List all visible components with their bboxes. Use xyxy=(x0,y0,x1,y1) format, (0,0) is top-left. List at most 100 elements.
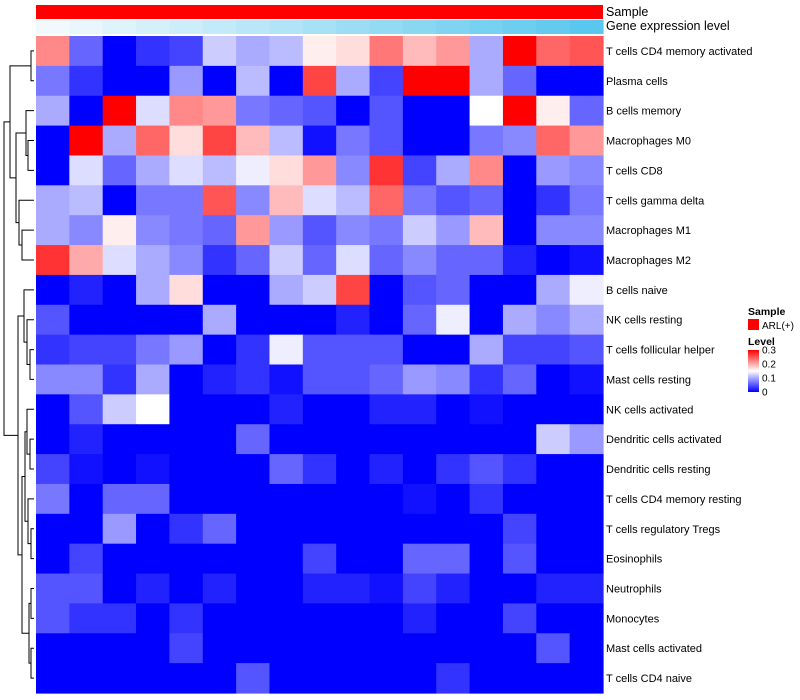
heatmap-cell xyxy=(369,454,404,485)
heatmap-cell xyxy=(269,155,304,186)
heatmap-cell xyxy=(69,125,104,157)
heatmap-cell xyxy=(136,274,171,306)
heatmap-cell xyxy=(502,185,537,216)
heatmap-cell xyxy=(502,125,537,157)
heatmap-cell xyxy=(36,125,70,157)
heatmap-cell xyxy=(102,364,137,395)
heatmap-cell xyxy=(302,543,337,575)
heatmap-cell xyxy=(369,424,404,455)
heatmap-cell xyxy=(102,454,137,485)
heatmap-cell xyxy=(136,394,171,425)
heatmap-cell xyxy=(136,513,171,545)
heatmap-cell xyxy=(236,633,271,664)
heatmap-cell xyxy=(336,155,371,186)
heatmap-cell xyxy=(102,513,137,545)
gene-expression-segment xyxy=(569,20,604,34)
heatmap-cell xyxy=(202,185,237,216)
heatmap-cell xyxy=(236,95,271,127)
heatmap-cell xyxy=(436,364,471,395)
heatmap-cell xyxy=(302,454,337,485)
heatmap-cell xyxy=(436,454,471,485)
heatmap-cell xyxy=(336,663,371,694)
heatmap-cell xyxy=(402,394,437,425)
heatmap-cell xyxy=(536,334,571,366)
heatmap-cell xyxy=(569,573,604,605)
heatmap-cell xyxy=(169,65,204,97)
heatmap-cell xyxy=(36,603,70,634)
heatmap-cell xyxy=(502,454,537,485)
gene-expression-segment xyxy=(502,20,537,34)
heatmap-cell xyxy=(336,125,371,157)
heatmap-cell xyxy=(136,245,171,276)
heatmap-cell xyxy=(469,364,504,395)
heatmap-cell xyxy=(136,663,171,694)
heatmap-cell xyxy=(402,633,437,664)
heatmap-cell xyxy=(36,95,70,127)
heatmap-cell xyxy=(436,36,471,67)
heatmap-cell xyxy=(102,394,137,425)
legend-sample-entry: ARL(+) xyxy=(762,321,794,332)
heatmap-cell xyxy=(536,513,571,545)
heatmap-cell xyxy=(402,95,437,127)
row-label: Mast cells resting xyxy=(606,374,691,386)
heatmap-cell xyxy=(469,304,504,336)
row-label: T cells CD8 xyxy=(606,165,663,177)
gene-expression-segment xyxy=(536,20,571,34)
heatmap-cell xyxy=(336,215,371,246)
heatmap-cell xyxy=(102,36,137,67)
heatmap-cell xyxy=(69,245,104,276)
heatmap-cell xyxy=(202,125,237,157)
heatmap-cell xyxy=(402,185,437,216)
heatmap-cell xyxy=(469,125,504,157)
heatmap-cell xyxy=(236,125,271,157)
row-label: T cells gamma delta xyxy=(606,195,705,207)
heatmap-cell xyxy=(269,95,304,127)
heatmap-cell xyxy=(302,274,337,306)
gene-expression-segment xyxy=(136,20,171,34)
heatmap-cell xyxy=(236,483,271,515)
heatmap-cell xyxy=(269,483,304,515)
heatmap-cell xyxy=(269,215,304,246)
heatmap-cell xyxy=(169,185,204,216)
heatmap-cell xyxy=(436,424,471,455)
heatmap-cell xyxy=(202,394,237,425)
sample-annotation-label: Sample xyxy=(606,5,648,19)
heatmap-cell xyxy=(502,274,537,306)
heatmap-cell xyxy=(336,36,371,67)
heatmap-cell xyxy=(436,215,471,246)
heatmap-cell xyxy=(136,65,171,97)
heatmap-cell xyxy=(169,603,204,634)
heatmap-cell xyxy=(302,573,337,605)
heatmap-cell xyxy=(536,125,571,157)
heatmap-cell xyxy=(236,304,271,336)
heatmap-cell xyxy=(469,663,504,694)
heatmap-cell xyxy=(302,245,337,276)
heatmap-cell xyxy=(536,543,571,575)
heatmap-cell xyxy=(36,274,70,306)
heatmap-cell xyxy=(569,394,604,425)
row-labels: T cells CD4 memory activated Plasma cells… xyxy=(606,46,753,685)
heatmap-cell xyxy=(69,394,104,425)
heatmap-cell xyxy=(536,454,571,485)
heatmap-cell xyxy=(436,125,471,157)
heatmap-cell xyxy=(102,663,137,694)
row-label: Neutrophils xyxy=(606,583,662,595)
heatmap-cell xyxy=(269,334,304,366)
heatmap-cell xyxy=(536,245,571,276)
gene-expression-segment xyxy=(269,20,304,34)
heatmap-cell xyxy=(402,513,437,545)
heatmap-cell xyxy=(236,364,271,395)
heatmap-cell xyxy=(102,573,137,605)
heatmap-cell xyxy=(236,215,271,246)
heatmap-cell xyxy=(502,95,537,127)
heatmap-cell xyxy=(569,663,604,694)
heatmap-cell xyxy=(269,185,304,216)
heatmap-cell xyxy=(136,125,171,157)
heatmap-cell xyxy=(202,274,237,306)
gene-expression-annotation-bar xyxy=(36,20,604,34)
row-label: Macrophages M2 xyxy=(606,255,691,267)
heatmap-cell xyxy=(69,65,104,97)
gene-expression-segment xyxy=(169,20,204,34)
legend-color-scale xyxy=(748,350,759,392)
heatmap-cell xyxy=(569,454,604,485)
